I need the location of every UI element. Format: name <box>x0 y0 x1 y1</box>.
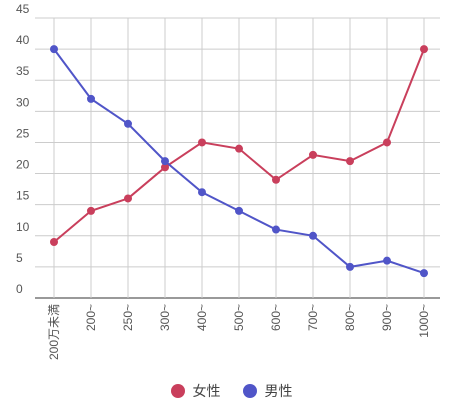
data-point-series-1[interactable] <box>383 256 391 265</box>
x-tick-label: 700~ <box>306 304 320 331</box>
line-chart: 0 5 10 15 20 25 30 35 40 45 200万未満 200~ 250~ 300~ 400… <box>16 2 440 360</box>
x-tick-label: 300~ <box>158 304 172 331</box>
x-tick-label: 400~ <box>195 304 209 331</box>
y-tick-label: 15 <box>16 189 30 203</box>
series-points <box>50 45 428 278</box>
x-axis-ticks: 200万未満 200~ 250~ 300~ 400~ 500~ 600~ 700~ 800~ 90… <box>47 304 431 360</box>
y-tick-label: 35 <box>16 64 30 78</box>
x-tick-label: 800~ <box>343 304 357 331</box>
x-tick-label: 200~ <box>84 304 98 331</box>
data-point-series-0[interactable] <box>161 163 169 172</box>
y-tick-label: 25 <box>16 126 30 140</box>
y-tick-label: 10 <box>16 220 30 234</box>
data-point-series-0[interactable] <box>235 144 243 153</box>
y-tick-label: 0 <box>16 282 23 296</box>
data-point-series-0[interactable] <box>124 194 132 203</box>
data-point-series-1[interactable] <box>235 206 243 215</box>
grid <box>35 17 440 299</box>
data-point-series-1[interactable] <box>346 262 354 271</box>
data-point-series-0[interactable] <box>198 138 206 147</box>
y-tick-label: 40 <box>16 33 30 47</box>
legend: 女性 男性 <box>0 380 463 402</box>
data-point-series-0[interactable] <box>346 157 354 166</box>
data-point-series-1[interactable] <box>124 119 132 128</box>
legend-label-male: 男性 <box>264 383 293 399</box>
y-tick-label: 45 <box>16 2 30 16</box>
x-tick-label: 1000~ <box>417 304 431 338</box>
legend-item-female[interactable]: 女性 <box>170 381 221 401</box>
legend-swatch-female <box>170 384 185 398</box>
x-tick-label: 500~ <box>232 304 246 331</box>
y-tick-label: 30 <box>16 95 30 109</box>
x-tick-label: 600~ <box>269 304 283 331</box>
data-point-series-1[interactable] <box>87 94 95 103</box>
data-point-series-0[interactable] <box>309 150 317 159</box>
data-point-series-0[interactable] <box>87 206 95 215</box>
data-point-series-0[interactable] <box>420 45 428 54</box>
data-point-series-0[interactable] <box>383 138 391 147</box>
x-tick-label: 200万未満 <box>47 304 61 360</box>
legend-label-female: 女性 <box>192 383 221 399</box>
y-tick-label: 5 <box>16 251 23 265</box>
data-point-series-1[interactable] <box>309 231 317 240</box>
data-point-series-1[interactable] <box>198 188 206 197</box>
data-point-series-1[interactable] <box>420 269 428 278</box>
legend-item-male[interactable]: 男性 <box>242 381 293 401</box>
y-axis-ticks: 0 5 10 15 20 25 30 35 40 45 <box>16 2 30 296</box>
data-point-series-0[interactable] <box>50 238 58 246</box>
data-point-series-1[interactable] <box>272 225 280 234</box>
x-tick-label: 900~ <box>380 304 394 331</box>
x-tick-label: 250~ <box>121 304 135 331</box>
data-point-series-1[interactable] <box>50 45 58 54</box>
y-tick-label: 20 <box>16 158 30 172</box>
legend-swatch-male <box>242 384 257 398</box>
data-point-series-1[interactable] <box>161 157 169 166</box>
data-point-series-0[interactable] <box>272 175 280 184</box>
